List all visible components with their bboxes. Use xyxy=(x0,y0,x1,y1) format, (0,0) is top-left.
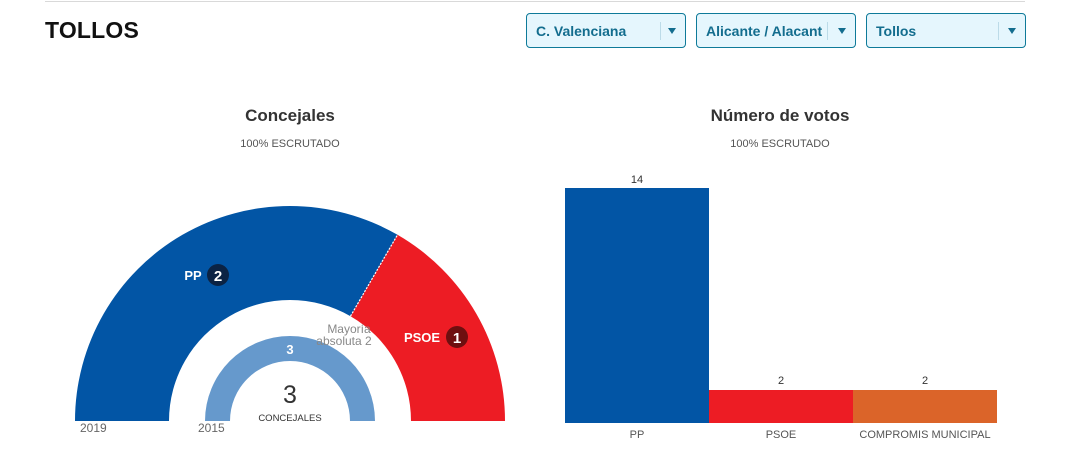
page-title: TOLLOS xyxy=(45,17,140,43)
province-select-value: Alicante / Alacant xyxy=(706,23,823,39)
pp-seat-badge xyxy=(207,264,229,286)
bar-pp[interactable] xyxy=(565,188,709,423)
psoe-seat-arc[interactable] xyxy=(350,234,506,421)
municipality-select-value: Tollos xyxy=(876,23,917,39)
region-select[interactable]: C. Valenciana xyxy=(526,13,686,48)
pp-label: PP xyxy=(184,268,202,283)
votes-chart-subtitle: 100% ESCRUTADO xyxy=(730,138,830,150)
province-select[interactable]: Alicante / Alacant xyxy=(696,13,856,48)
top-divider xyxy=(45,1,1025,2)
psoe-label: PSOE xyxy=(404,330,440,345)
majority-label-line1: Mayoría xyxy=(327,322,371,336)
year-2015-label: 2015 xyxy=(198,421,225,435)
bar-label-compromis: COMPROMIS MUNICIPAL xyxy=(859,429,990,441)
bar-value-compromis: 2 xyxy=(922,375,928,387)
seats-chart-title: Concejales xyxy=(245,106,335,125)
select-separator xyxy=(660,22,661,40)
inner-ring-2015[interactable] xyxy=(205,336,375,421)
psoe-seat-badge xyxy=(446,326,468,348)
inner-ring-label: 3 xyxy=(286,342,293,357)
select-separator xyxy=(827,22,828,40)
bar-label-pp: PP xyxy=(630,429,645,441)
bar-value-pp: 14 xyxy=(631,174,643,186)
seats-chart-subtitle: 100% ESCRUTADO xyxy=(240,138,340,150)
chevron-down-icon xyxy=(838,28,846,34)
psoe-seat-count: 1 xyxy=(453,330,461,347)
total-seats-value: 3 xyxy=(283,381,297,409)
pp-seat-arc[interactable] xyxy=(75,205,398,421)
year-2019-label: 2019 xyxy=(80,421,107,435)
chevron-down-icon xyxy=(668,28,676,34)
chevron-down-icon xyxy=(1008,28,1016,34)
majority-label-line2: absoluta 2 xyxy=(316,334,372,348)
majority-divider-line xyxy=(349,234,399,317)
bar-psoe[interactable] xyxy=(709,390,853,423)
bar-value-psoe: 2 xyxy=(778,375,784,387)
region-select-value: C. Valenciana xyxy=(536,23,627,39)
total-seats-label: CONCEJALES xyxy=(258,413,321,424)
bar-compromis[interactable] xyxy=(853,390,997,423)
bar-label-psoe: PSOE xyxy=(766,429,797,441)
municipality-select[interactable]: Tollos xyxy=(866,13,1026,48)
votes-chart-title: Número de votos xyxy=(710,106,850,125)
pp-seat-count: 2 xyxy=(214,268,222,285)
select-separator xyxy=(998,22,999,40)
